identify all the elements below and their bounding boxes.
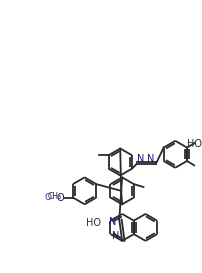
Text: O: O [44, 193, 51, 202]
Text: N: N [147, 154, 154, 164]
Text: O: O [56, 192, 64, 203]
Text: N: N [108, 216, 116, 227]
Text: HO: HO [85, 218, 100, 228]
Text: CH₃: CH₃ [47, 192, 61, 201]
Text: N: N [111, 231, 119, 241]
Text: HO: HO [186, 139, 201, 149]
Text: N: N [136, 154, 143, 164]
